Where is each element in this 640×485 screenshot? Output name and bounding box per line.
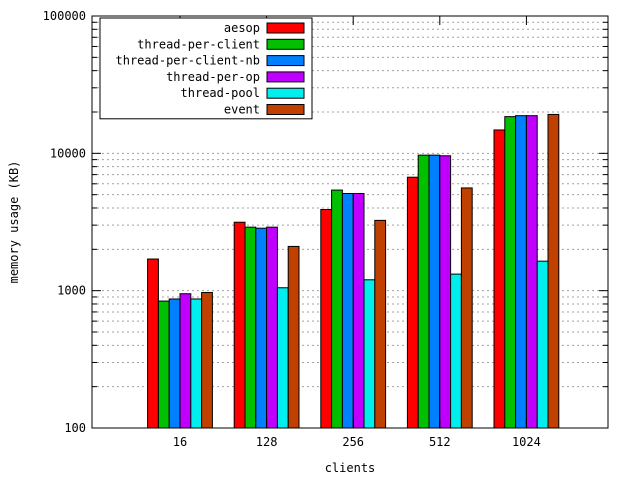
legend-swatch: [266, 87, 305, 99]
bar-thread-per-op-1024: [525, 115, 538, 429]
plot-frame: [91, 15, 609, 429]
bar-thread-per-client-nb-512: [428, 154, 441, 429]
bar-thread-per-client-nb-1024: [515, 115, 527, 429]
bar-event-16: [201, 291, 213, 429]
x-tick-label: 512: [429, 435, 451, 449]
legend-label: thread-per-client: [137, 37, 260, 51]
legend-box: [99, 17, 313, 120]
legend-swatch: [266, 55, 305, 67]
y-tick-label: 1000: [57, 284, 86, 298]
legend-label: thread-per-op: [166, 70, 260, 84]
bar-thread-pool-256: [363, 279, 376, 429]
bar-thread-per-client-128: [244, 226, 257, 429]
bar-thread-pool-512: [450, 273, 462, 429]
bar-thread-per-client-nb-128: [255, 227, 268, 429]
bar-event-512: [460, 187, 473, 429]
ticks: 100 1000 10000 100000 16 128 256 512 1024: [43, 9, 608, 449]
bar-aesop-128: [233, 221, 246, 429]
x-tick-label: 128: [256, 435, 278, 449]
bar-thread-per-op-256: [352, 192, 365, 429]
bar-event-128: [287, 245, 300, 429]
bar-event-1024: [547, 113, 560, 429]
bar-thread-per-op-16: [179, 293, 192, 429]
legend-label: aesop: [224, 21, 260, 35]
bar-thread-per-client-1024: [504, 116, 517, 429]
y-tick-label: 10000: [50, 146, 86, 160]
legend-swatch: [266, 38, 305, 50]
y-tick-label: 100000: [43, 9, 86, 23]
bar-aesop-16: [147, 258, 159, 429]
x-tick-label: 256: [342, 435, 364, 449]
x-tick-label: 16: [173, 435, 187, 449]
bar-thread-pool-128: [276, 287, 289, 429]
x-tick-label: 1024: [512, 435, 541, 449]
y-tick-label: 100: [64, 421, 86, 435]
bar-thread-per-client-512: [417, 154, 430, 429]
bar-thread-per-client-16: [157, 300, 170, 429]
bar-thread-per-client-nb-16: [168, 298, 181, 429]
bar-thread-per-client-256: [331, 189, 343, 429]
legend-swatch: [266, 104, 305, 115]
bar-aesop-512: [406, 176, 419, 429]
legend-label: thread-per-client-nb: [116, 54, 261, 68]
bar-thread-per-op-128: [266, 226, 278, 429]
bar-thread-pool-16: [190, 298, 203, 429]
x-axis-label: clients: [325, 461, 376, 475]
bar-aesop-1024: [493, 129, 506, 429]
y-axis-label: memory usage (KB): [7, 161, 21, 284]
legend-swatch: [266, 71, 305, 83]
legend-label: thread-pool: [181, 86, 260, 100]
bar-thread-per-op-512: [439, 155, 452, 429]
bar-event-256: [374, 219, 387, 429]
bar-aesop-256: [320, 208, 333, 429]
bar-thread-pool-1024: [536, 260, 549, 429]
bar-thread-per-client-nb-256: [341, 192, 354, 429]
legend-label: event: [224, 103, 260, 117]
legend: aesop thread-per-client thread-per-client-…: [99, 17, 313, 120]
legend-swatch: [266, 22, 305, 34]
bars: [147, 113, 560, 429]
